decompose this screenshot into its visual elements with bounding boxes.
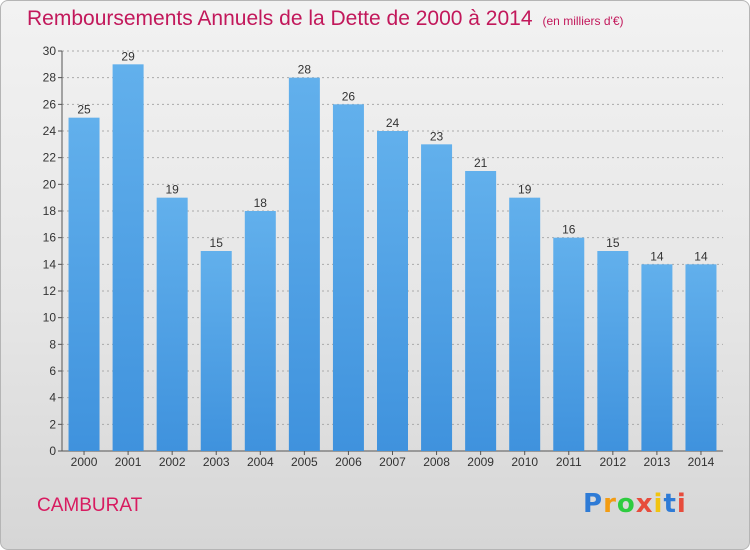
x-tick-label: 2014 <box>688 455 715 469</box>
bar-value-label: 16 <box>562 223 576 237</box>
chart-title: Remboursements Annuels de la Dette de 20… <box>27 7 533 30</box>
bar <box>332 104 364 451</box>
y-tick-label: 20 <box>43 177 57 191</box>
bar <box>421 144 453 452</box>
x-tick-label: 2004 <box>247 455 274 469</box>
bar-value-label: 19 <box>518 183 532 197</box>
bar <box>553 237 585 451</box>
logo-letter: o <box>616 489 636 519</box>
logo-letter: i <box>653 489 664 519</box>
y-tick-label: 26 <box>43 97 57 111</box>
x-tick-label: 2012 <box>599 455 626 469</box>
y-tick-label: 22 <box>43 151 57 165</box>
logo-letter: r <box>603 489 617 519</box>
bar <box>597 251 629 451</box>
x-tick-label: 2000 <box>71 455 98 469</box>
y-tick-label: 14 <box>43 257 57 271</box>
proxiti-logo[interactable]: Proxiti <box>583 489 687 519</box>
x-tick-label: 2006 <box>335 455 362 469</box>
x-tick-label: 2009 <box>467 455 494 469</box>
bar-value-label: 14 <box>650 249 664 263</box>
logo-letter: P <box>583 489 604 519</box>
logo-letter: i <box>676 489 687 519</box>
x-tick-label: 2013 <box>644 455 671 469</box>
bar-value-label: 19 <box>165 183 179 197</box>
bar <box>68 117 100 452</box>
commune-name: CAMBURAT <box>37 495 143 516</box>
bar-value-label: 14 <box>694 249 708 263</box>
bar <box>377 131 408 451</box>
chart-title-block: Remboursements Annuels de la Dette de 20… <box>27 7 624 31</box>
logo-letter: t <box>663 489 677 519</box>
x-tick-label: 2007 <box>379 455 406 469</box>
x-tick-label: 2002 <box>159 455 186 469</box>
x-tick-label: 2008 <box>423 455 450 469</box>
bar-value-label: 25 <box>77 103 91 117</box>
bar <box>112 64 144 452</box>
x-tick-label: 2010 <box>511 455 538 469</box>
y-tick-label: 0 <box>49 444 56 458</box>
bar-value-label: 26 <box>342 89 356 103</box>
x-tick-label: 2005 <box>291 455 318 469</box>
bar <box>156 197 188 451</box>
y-tick-label: 24 <box>43 124 57 138</box>
bar <box>641 264 673 451</box>
y-tick-label: 30 <box>43 44 57 58</box>
x-tick-label: 2001 <box>115 455 142 469</box>
y-tick-label: 10 <box>43 311 57 325</box>
bar-value-label: 23 <box>430 129 444 143</box>
bar <box>288 77 320 452</box>
y-tick-label: 2 <box>49 417 56 431</box>
logo-letter: x <box>635 489 654 519</box>
bar <box>244 211 276 451</box>
y-tick-label: 16 <box>43 231 57 245</box>
bar-value-label: 21 <box>474 156 488 170</box>
x-tick-label: 2011 <box>556 455 582 469</box>
bar-value-label: 24 <box>386 116 400 130</box>
y-tick-label: 12 <box>43 284 57 298</box>
y-tick-label: 28 <box>43 71 57 85</box>
bar-value-label: 18 <box>254 196 268 210</box>
bar <box>200 251 232 451</box>
y-tick-label: 6 <box>49 364 56 378</box>
bar-value-label: 29 <box>121 49 135 63</box>
bar-value-label: 15 <box>210 236 224 250</box>
bar-value-label: 28 <box>298 63 312 77</box>
y-tick-label: 4 <box>49 391 56 405</box>
chart-subtitle: (en milliers d'€) <box>542 14 624 28</box>
x-tick-label: 2003 <box>203 455 230 469</box>
bar <box>465 171 497 451</box>
bar <box>685 264 717 451</box>
y-tick-label: 18 <box>43 204 57 218</box>
bar-value-label: 15 <box>606 236 620 250</box>
y-tick-label: 8 <box>49 337 56 351</box>
bar <box>509 197 541 451</box>
